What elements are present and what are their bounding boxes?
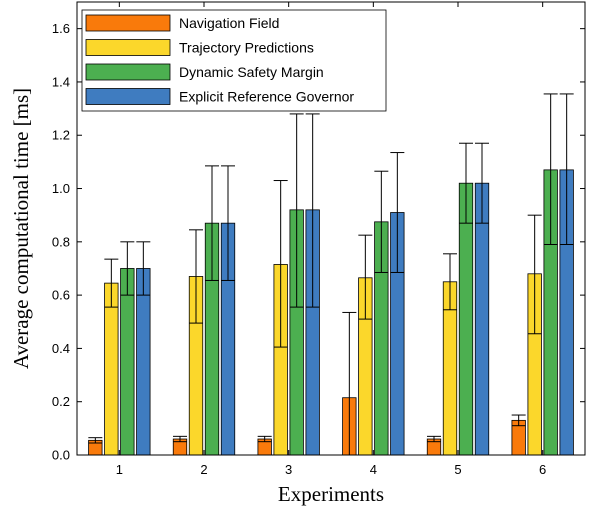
y-tick-label: 0.8 <box>52 234 70 249</box>
bar <box>120 268 135 456</box>
y-axis-label: Average computational time [ms] <box>9 88 33 369</box>
x-axis-label: Experiments <box>278 482 384 506</box>
legend-swatch <box>85 88 171 105</box>
y-axis: 0.0 0.2 0.4 0.6 0.8 1.0 1.2 1.4 1.6 <box>52 21 585 463</box>
legend-label: Explicit Reference Governor <box>179 89 354 105</box>
y-tick-label: 0.2 <box>52 394 70 409</box>
legend: Navigation Field Trajectory Predictions Dy… <box>81 9 387 112</box>
x-axis: 1 2 3 4 5 6 <box>116 2 546 477</box>
legend-swatch <box>85 39 171 56</box>
y-tick-label: 0.6 <box>52 288 70 303</box>
x-tick-label: 2 <box>200 462 207 477</box>
x-tick-label: 4 <box>370 462 377 477</box>
x-tick-label: 6 <box>539 462 546 477</box>
error-bars-layer <box>88 93 574 455</box>
x-tick-label: 3 <box>285 462 292 477</box>
legend-label: Trajectory Predictions <box>179 40 314 56</box>
legend-label: Navigation Field <box>179 15 279 31</box>
x-tick-label: 1 <box>116 462 123 477</box>
y-tick-label: 0.4 <box>52 341 70 356</box>
x-tick-label: 5 <box>454 462 461 477</box>
legend-label: Dynamic Safety Margin <box>179 64 324 80</box>
legend-swatch <box>85 14 171 32</box>
bar <box>474 182 490 456</box>
bar <box>136 268 151 456</box>
y-tick-label: 1.6 <box>52 21 70 36</box>
bar <box>104 282 119 456</box>
bars-layer <box>88 169 574 456</box>
y-tick-label: 1.0 <box>52 181 70 196</box>
y-tick-label: 1.4 <box>52 74 70 89</box>
y-tick-label: 0.0 <box>52 448 70 463</box>
y-tick-label: 1.2 <box>52 128 70 143</box>
plot-frame <box>76 1 586 456</box>
bar <box>458 182 474 456</box>
legend-swatch <box>85 63 171 81</box>
